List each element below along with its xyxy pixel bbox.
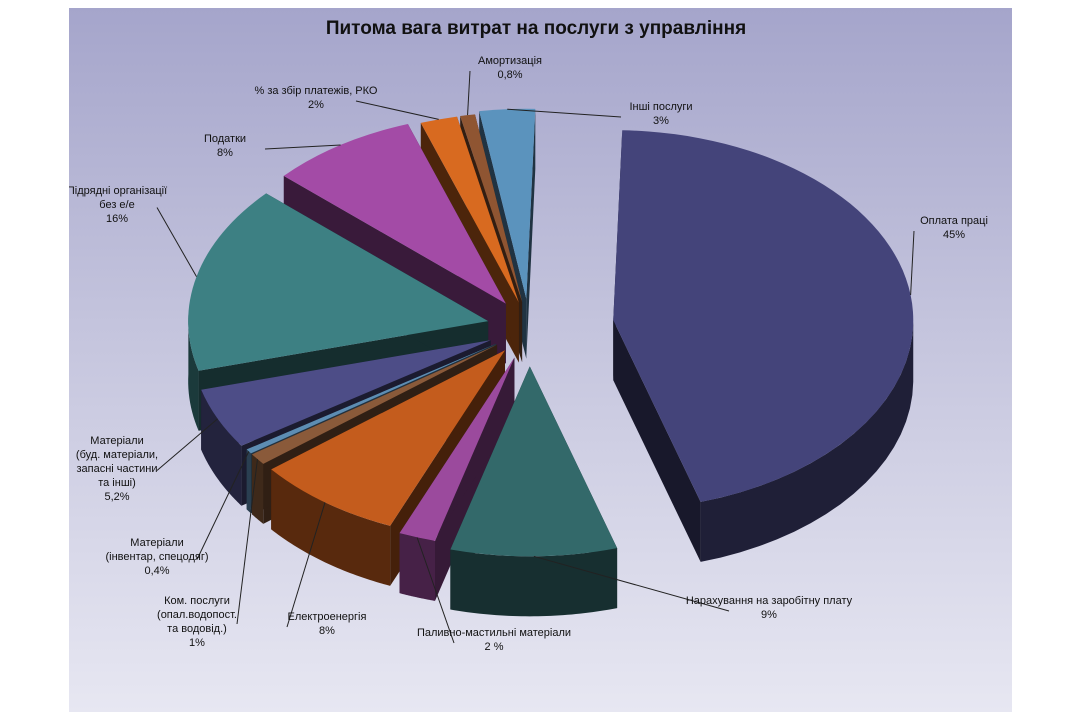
slice-label-line: 16% (106, 213, 128, 225)
pie-slice (201, 340, 491, 446)
slice-label: Оплата праці 45% (920, 215, 988, 241)
pie-slice (420, 116, 519, 303)
slice-label: Електроенергія 8% (288, 611, 367, 637)
slice-label-line: (опал.водопост. (157, 609, 237, 621)
leader-line (236, 459, 258, 625)
leader-line (507, 108, 622, 118)
leader-line (416, 537, 455, 644)
pie-chart: Питома вага витрат на послуги з управлін… (69, 18, 988, 653)
slice-label: Матеріали (буд. матеріали, запасні частини… (76, 435, 158, 503)
pie-slice (271, 350, 506, 526)
slice-label-line: 0,4% (144, 565, 169, 577)
slice-label-line: Підрядні організації (69, 185, 167, 197)
slice-label: % за збір платежів, РКО 2% (255, 85, 378, 111)
pie-slice (460, 114, 523, 302)
slice-label: Податки 8% (204, 133, 246, 159)
slice-label-line: Ком. послуги (164, 595, 230, 607)
slice-label: Паливно-мастильні матеріали 2 % (417, 627, 571, 653)
slice-label-line: 8% (217, 147, 233, 159)
pie-slice (613, 130, 914, 502)
slice-label-line: 8% (319, 625, 335, 637)
slice-label-line: 5,2% (104, 491, 129, 503)
leader-line (156, 418, 219, 471)
pie-slice (479, 108, 536, 299)
slice-label-line: (інвентар, спецодяг) (105, 551, 208, 563)
leader-line (467, 70, 471, 116)
slice-label: Нарахування на заробітну плату 9% (686, 595, 853, 621)
slice-label-line: % за збір платежів, РКО (255, 85, 378, 97)
pie-slice (246, 343, 497, 454)
slice-label-line: Електроенергія (288, 611, 367, 623)
slice-label-line: Матеріали (130, 537, 183, 549)
slice-label-line: 3% (653, 115, 669, 127)
slice-outer-wall (188, 314, 199, 431)
slice-label: Підрядні організації без е/е 16% (69, 185, 167, 225)
slice-label: Матеріали (інвентар, спецодяг) 0,4% (105, 537, 208, 577)
slice-label-line: запасні частини (76, 463, 157, 475)
slice-label-line: 2 % (485, 641, 504, 653)
leader-line (156, 207, 197, 277)
slice-label: Ком. послуги (опал.водопост. та водовід.) 1… (157, 595, 237, 649)
slice-label-line: та водовід.) (167, 623, 227, 635)
slice-label-line: 1% (189, 637, 205, 649)
pie-slice (450, 366, 618, 557)
slice-outer-wall (251, 454, 264, 524)
slice-cut-face (613, 320, 701, 562)
slice-label-line: та інші) (98, 477, 136, 489)
chart-area: Питома вага витрат на послуги з управлін… (69, 8, 1012, 712)
leader-line (264, 144, 341, 150)
leader-line (286, 502, 326, 628)
slice-outer-wall (271, 469, 391, 586)
slice-outer-wall (246, 449, 251, 514)
leader-line (196, 451, 250, 560)
pie-slice (188, 193, 489, 371)
slice-label: Інші послуги 3% (629, 101, 692, 127)
slice-label-line: Паливно-мастильні матеріали (417, 627, 571, 639)
chart-title: Питома вага витрат на послуги з управлін… (326, 18, 746, 39)
slice-label-line: 2% (308, 99, 324, 111)
slice-outer-wall (399, 533, 436, 601)
slice-label-line: Нарахування на заробітну плату (686, 595, 853, 607)
leader-line (355, 100, 439, 120)
slice-label-line: Матеріали (90, 435, 143, 447)
slice-label-line: 0,8% (497, 69, 522, 81)
slice-label-line: (буд. матеріали, (76, 449, 158, 461)
leader-line (533, 555, 730, 612)
pie-slice (283, 124, 506, 304)
slice-label: Амортизація 0,8% (478, 55, 542, 81)
slice-outer-wall (700, 321, 914, 562)
slice-cut-face (526, 108, 536, 359)
slice-label-line: 9% (761, 609, 777, 621)
slice-label-line: Амортизація (478, 55, 542, 67)
pie-slice (251, 344, 498, 464)
slice-label-line: 45% (943, 229, 965, 241)
slice-outer-wall (201, 389, 242, 506)
slice-label-line: без е/е (99, 199, 134, 211)
pie-slice (399, 357, 515, 541)
slice-label-line: Інші послуги (629, 101, 692, 113)
slice-label-line: Податки (204, 133, 246, 145)
slice-outer-wall (450, 548, 618, 617)
leader-line (910, 230, 915, 296)
slice-label-line: Оплата праці (920, 215, 988, 227)
